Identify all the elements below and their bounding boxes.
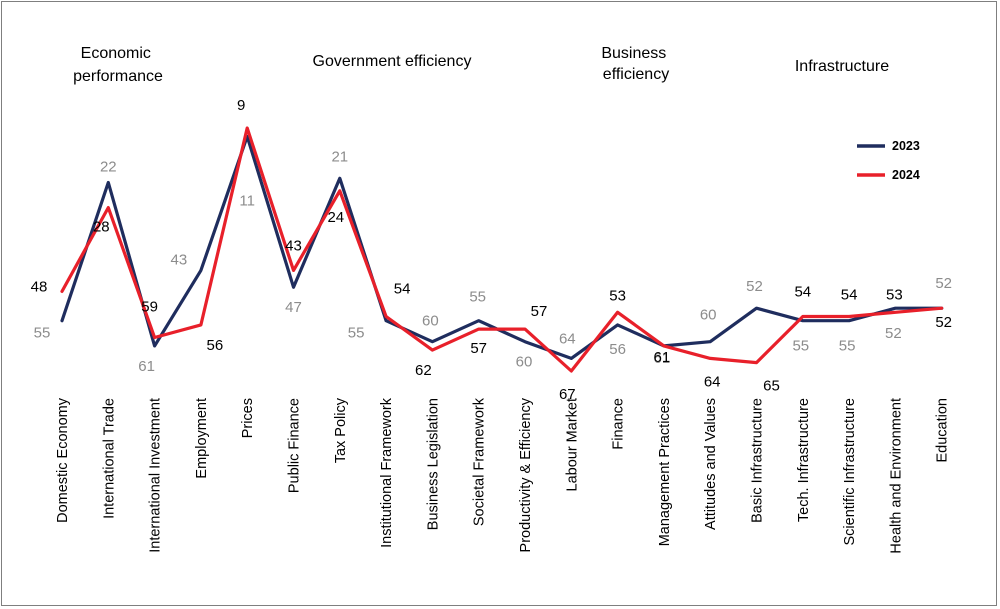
category-label-14: Attitudes and Values [703,398,719,530]
data-label-2024-11: 67 [559,386,576,403]
data-label-2023-17: 55 [839,338,856,355]
data-label-2023-3: 43 [171,251,188,268]
data-label-2024-0: 48 [31,278,48,295]
category-label-5: Public Finance [287,398,303,493]
data-label-2024-14: 64 [704,373,721,390]
data-label-2024-10: 57 [531,303,548,320]
category-label-15: Basic Infrastructure [750,398,766,523]
data-label-2023-15: 52 [746,278,763,295]
category-label-8: Business Legislation [425,398,441,530]
group-header-government-line-1: Government efficiency [313,53,472,70]
group-header-economic-line-2: performance [73,68,163,85]
category-label-19: Education [935,398,951,463]
data-label-2023-19: 52 [935,275,952,292]
group-header-business-line-1: Business [601,45,666,62]
data-label-layer: 55 22 61 43 11 47 21 55 60 55 60 64 56 61 60 52 55 55 52 52… [31,97,952,403]
data-label-2023-7: 55 [348,325,365,342]
data-label-2024-18: 53 [886,286,903,303]
data-label-2023-16: 55 [792,338,809,355]
category-label-17: Scientific Infrastructure [842,398,858,545]
data-label-2024-16: 54 [794,284,811,301]
data-label-2023-14: 60 [700,307,717,324]
data-label-2024-17: 54 [841,287,858,304]
group-header-infrastructure: Infrastructure [795,58,889,75]
data-label-2023-10: 60 [516,354,533,371]
category-label-10: Productivity & Efficiency [518,397,534,552]
data-label-2024-8: 62 [415,362,432,379]
data-label-2023-2: 61 [138,358,155,375]
legend-label-2023: 2023 [892,139,920,153]
category-label-0: Domestic Economy [55,397,71,523]
data-label-2023-11: 64 [559,330,576,347]
category-label-3: Employment [194,398,210,479]
group-header-economic: Economic performance [73,45,163,85]
category-label-18: Health and Environment [888,398,904,554]
series-line-2024 [60,126,944,373]
data-label-2023-8: 60 [422,313,439,330]
group-header-business: Business efficiency [601,45,670,83]
data-label-2023-18: 52 [885,325,902,342]
category-label-2: International Investment [148,398,164,553]
category-label-11: Labour Market [564,398,580,492]
data-label-2023-9: 55 [469,289,486,306]
legend: 2023 2024 [857,139,920,182]
data-label-2024-1: 28 [93,219,110,236]
data-label-2024-3: 56 [207,337,224,354]
data-label-2024-6: 24 [327,209,344,226]
series-line-2023 [60,134,944,360]
group-header-economic-line-1: Economic [81,45,151,62]
group-headers: Economic performance Government efficien… [73,45,889,85]
legend-label-2024: 2024 [892,168,920,182]
data-label-2024-9: 57 [470,340,487,357]
group-header-government: Government efficiency [313,53,472,70]
data-label-2023-4: 11 [239,192,255,209]
data-label-2023-1: 22 [100,159,117,176]
data-label-2023-0: 55 [34,325,51,342]
data-label-2023-6: 21 [331,148,348,165]
data-label-2024-19: 52 [935,314,952,331]
data-label-2023-13: 61 [654,350,671,367]
data-label-2024-7: 54 [394,281,411,298]
data-label-2024-15: 65 [763,378,780,395]
data-label-2024-13: 61 [654,349,671,366]
series-layer [60,126,944,373]
data-label-2023-5: 47 [285,299,302,316]
data-label-2024-2: 59 [141,299,158,316]
data-label-2024-4: 9 [237,97,245,114]
category-label-13: Management Practices [657,398,673,546]
data-label-2024-12: 53 [609,287,626,304]
category-axis-labels: Domestic Economy International Trade Inter… [55,397,951,553]
data-label-2024-5: 43 [285,237,302,254]
category-label-6: Tax Policy [333,397,349,463]
category-label-4: Prices [240,398,256,438]
category-label-1: International Trade [101,398,117,519]
category-label-9: Societal Framework [472,397,488,526]
group-header-business-line-2: efficiency [603,66,669,83]
data-label-2023-12: 56 [609,341,626,358]
category-label-16: Tech. Infrastructure [796,398,812,522]
group-header-infrastructure-line-1: Infrastructure [795,58,889,75]
category-label-7: Institutional Framework [379,397,395,548]
category-label-12: Finance [611,398,627,450]
